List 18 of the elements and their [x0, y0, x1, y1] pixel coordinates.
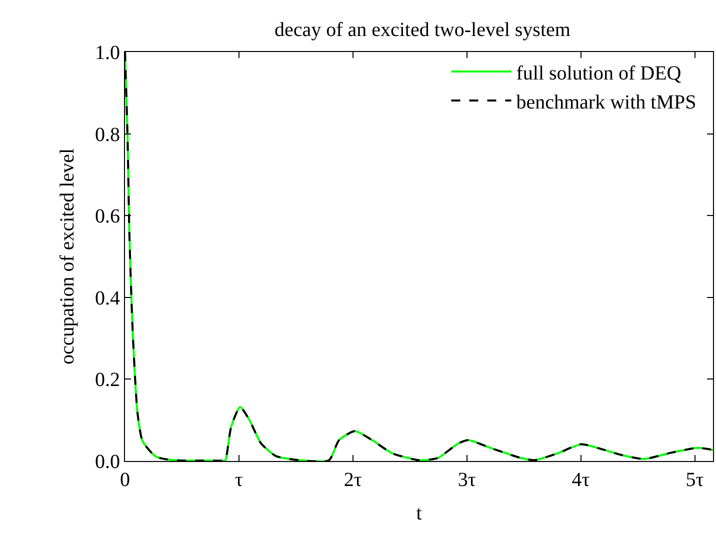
legend-label: benchmark with tMPS — [516, 91, 696, 114]
x-tick-label: 5τ — [686, 469, 704, 491]
x-tick-label: τ — [234, 469, 243, 491]
y-tick-label: 0.8 — [95, 124, 120, 146]
x-tick-label: 0 — [120, 469, 130, 491]
legend-label: full solution of DEQ — [516, 62, 682, 84]
x-tick-label: 3τ — [458, 469, 476, 491]
y-axis-title: occupation of excited level — [56, 148, 78, 365]
line-series — [125, 52, 713, 461]
x-axis-title: t — [416, 502, 422, 524]
y-tick-label: 0.6 — [95, 206, 120, 228]
y-tick-label: 1.0 — [95, 42, 120, 64]
x-tick-label: 2τ — [344, 469, 362, 491]
y-tick-label: 0.4 — [95, 287, 120, 310]
y-tick-label: 0.0 — [95, 451, 120, 473]
y-tick-label: 0.2 — [95, 369, 120, 392]
x-tick-label: 4τ — [572, 469, 590, 491]
chart-title: decay of an excited two-level system — [274, 18, 571, 41]
